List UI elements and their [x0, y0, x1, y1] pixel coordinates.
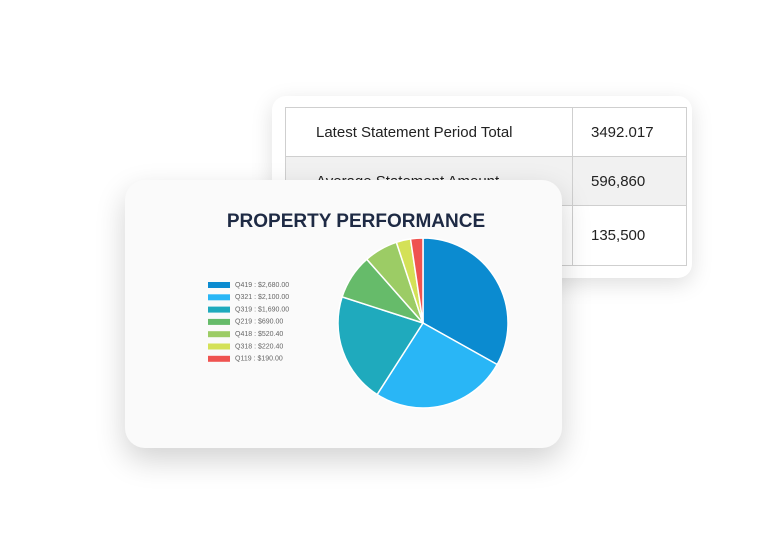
legend-swatch: [208, 306, 230, 313]
legend-label: Q418 : $520.40: [235, 331, 283, 338]
legend-swatch: [208, 318, 230, 325]
legend-label: Q321 : $2,100.00: [235, 294, 289, 301]
cell: 3492.017: [572, 107, 687, 157]
legend-label: Q319 : $1,690.00: [235, 306, 289, 313]
cell: 135,500: [572, 205, 687, 266]
pie-slice: [337, 295, 425, 396]
legend-swatch: [208, 331, 230, 338]
legend-label: Q119 : $190.00: [235, 356, 283, 363]
pie-slice: [376, 322, 499, 409]
legend-label: Q419 : $2,680.00: [235, 282, 289, 289]
legend-label: Q219 : $690.00: [235, 319, 283, 326]
cell: 596,860: [572, 156, 687, 206]
chart-title: PROPERTY PERFORMANCE: [227, 211, 485, 232]
row: Latest Statement Period Total 3492.017: [285, 107, 687, 157]
pie-slice: [409, 237, 424, 324]
chart-card: PROPERTY PERFORMANCE Q419 : $2,680.00 Q32…: [125, 180, 562, 448]
chart: PROPERTY PERFORMANCE Q419 : $2,680.00 Q32…: [208, 211, 509, 409]
legend-label: Q318 : $220.40: [235, 343, 283, 350]
legend-swatch: [208, 343, 230, 350]
legend-swatch: [208, 355, 230, 362]
legend-swatch: [208, 282, 230, 288]
pie-slice: [422, 237, 509, 366]
legend-swatch: [208, 294, 230, 301]
cell: Latest Statement Period Total: [285, 107, 573, 157]
